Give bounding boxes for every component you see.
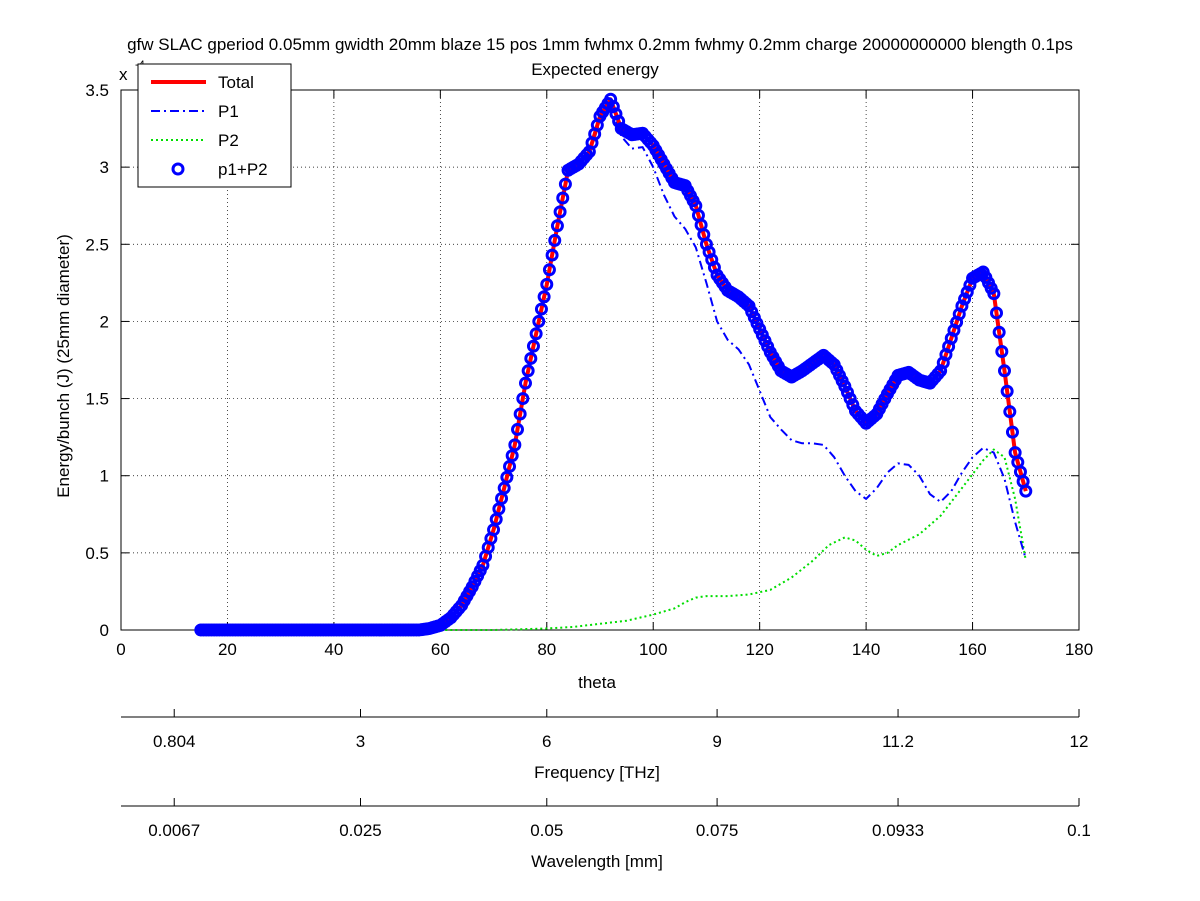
x-tick-label: 0 [116, 640, 125, 659]
legend-label-p1p2: p1+P2 [218, 160, 268, 179]
series-p1p2-point [548, 233, 562, 247]
series-p1p2-point [958, 292, 972, 306]
secondary-tick-label: 9 [712, 732, 721, 751]
series-p1p2-point [540, 277, 554, 291]
series-p1p2-point [1019, 484, 1033, 498]
y-tick-label: 3 [100, 158, 109, 177]
series-p1p2-point [992, 325, 1006, 339]
series-p1p2-point [518, 376, 532, 390]
series-p1p2-point [534, 302, 548, 316]
series-p1p2-point [955, 299, 969, 313]
series-p1p2-point [612, 114, 626, 128]
chart-title: gfw SLAC gperiod 0.05mm gwidth 20mm blaz… [127, 35, 1073, 54]
series-p1p2-markers [194, 92, 1033, 637]
series-p1p2-point [987, 287, 1001, 301]
legend-swatch-p1p2 [171, 162, 185, 176]
legend: Total P1 P2 p1+P2 [137, 63, 292, 188]
x-tick-label: 40 [324, 640, 343, 659]
series-p1p2-point [542, 263, 556, 277]
series-p1p2-point [550, 219, 564, 233]
series-p1p2-point [537, 290, 551, 304]
series-layer [194, 92, 1033, 637]
series-p1p2-point [513, 407, 527, 421]
x-axis-label: theta [578, 673, 616, 692]
secondary-tick-label: 0.025 [339, 821, 382, 840]
series-p1p2-point [960, 285, 974, 299]
y-tick-label: 0 [100, 621, 109, 640]
series-p1p2-point [558, 177, 572, 191]
chart-subtitle: Expected energy [531, 60, 659, 79]
series-p1p2-point [1003, 405, 1017, 419]
x-tick-label: 180 [1065, 640, 1093, 659]
secondary-tick-label: 11.2 [882, 732, 914, 751]
series-p1p2-point [606, 100, 620, 114]
frequency-axis: 0.804 3 6 9 11.2 12 Frequency [THz] [121, 709, 1088, 782]
secondary-tick-label: 0.075 [696, 821, 739, 840]
legend-label-p1: P1 [218, 102, 239, 121]
y-multiplier: x [119, 65, 128, 84]
series-p1p2-point [532, 314, 546, 328]
series-p1p2-point [526, 339, 540, 353]
series-p1p2-point [846, 398, 860, 412]
legend-box [137, 63, 292, 188]
series-p1p2-point [545, 248, 559, 262]
series-p1p2-point [609, 107, 623, 121]
secondary-tick-label: 0.0933 [872, 821, 924, 840]
secondary-tick-label: 0.0067 [148, 821, 200, 840]
wavelength-axis-ticks: 0.0067 0.025 0.05 0.075 0.0933 0.1 [148, 798, 1091, 840]
wavelength-axis: 0.0067 0.025 0.05 0.075 0.0933 0.1 Wavelength… [121, 798, 1091, 871]
series-p1p2-point [997, 364, 1011, 378]
series-p1p2-point [516, 392, 530, 406]
series-p1p2-point [556, 191, 570, 205]
series-p1p2-point [529, 327, 543, 341]
frequency-axis-label: Frequency [THz] [534, 763, 660, 782]
series-p2-line [440, 448, 1027, 631]
series-p1p2-point [604, 92, 618, 106]
secondary-tick-label: 12 [1070, 732, 1089, 751]
y-tick-label: 1 [100, 467, 109, 486]
secondary-tick-label: 0.804 [153, 732, 196, 751]
series-p1p2-point [1005, 425, 1019, 439]
y-tick-label: 0.5 [85, 544, 109, 563]
legend-label-total: Total [218, 73, 254, 92]
series-p1p2-point [838, 379, 852, 393]
series-p1p2-point [511, 422, 525, 436]
series-p1p2-point [1000, 384, 1014, 398]
secondary-tick-label: 6 [542, 732, 551, 751]
secondary-tick-label: 0.05 [530, 821, 563, 840]
x-tick-label: 20 [218, 640, 237, 659]
y-tick-label: 2.5 [85, 235, 109, 254]
series-p1p2-point [508, 438, 522, 452]
y-axis-label: Energy/bunch (J) (25mm diameter) [54, 234, 73, 498]
x-tick-label: 100 [639, 640, 667, 659]
secondary-tick-label: 0.1 [1067, 821, 1091, 840]
series-p1p2-point [990, 306, 1004, 320]
legend-label-p2: P2 [218, 131, 239, 150]
series-p1p2-point [843, 392, 857, 406]
plot-area-frame [120, 89, 1080, 631]
x-tick-label: 120 [745, 640, 773, 659]
y-tick-label: 2 [100, 312, 109, 331]
series-p1p2-point [840, 385, 854, 399]
secondary-tick-label: 3 [356, 732, 365, 751]
x-tick-label: 80 [537, 640, 556, 659]
series-p1p2-point [521, 364, 535, 378]
wavelength-axis-label: Wavelength [mm] [531, 852, 663, 871]
x-tick-label: 160 [958, 640, 986, 659]
y-tick-label: 3.5 [85, 81, 109, 100]
series-p1p2-point [553, 205, 567, 219]
frequency-axis-ticks: 0.804 3 6 9 11.2 12 [153, 709, 1089, 751]
series-p1p2-point [524, 351, 538, 365]
primary-axis-ticks: 0 20 40 60 80 100 120 140 160 180 0 0.5 1 1.5 2 2.5 3 3.5 [85, 81, 1093, 659]
x-tick-label: 140 [852, 640, 880, 659]
series-p1p2-point [995, 345, 1009, 359]
y-tick-label: 1.5 [85, 390, 109, 409]
x-tick-label: 60 [431, 640, 450, 659]
